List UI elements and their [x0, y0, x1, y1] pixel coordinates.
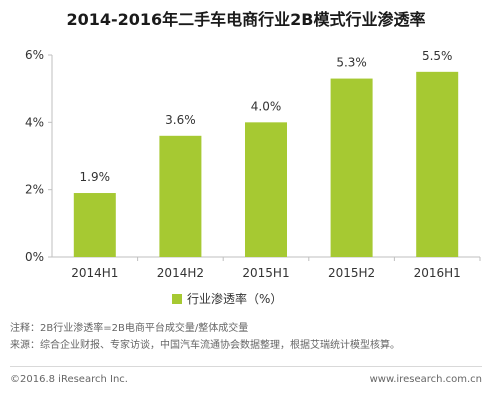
data-label: 3.6%	[165, 113, 196, 127]
y-tick-label: 6%	[25, 48, 44, 62]
y-tick-label: 4%	[25, 115, 44, 129]
data-label: 5.3%	[336, 56, 367, 70]
footer-divider	[10, 366, 482, 367]
category-labels: 2014H1 2014H2 2015H1 2015H2 2016H1	[71, 266, 461, 280]
bar	[73, 193, 116, 257]
legend-label: 行业渗透率（%）	[187, 292, 283, 306]
chart-title: 2014-2016年二手车电商行业2B模式行业渗透率	[66, 10, 426, 29]
data-label: 1.9%	[80, 170, 111, 184]
bars	[73, 71, 459, 257]
data-labels: 1.9% 3.6% 4.0% 5.3% 5.5%	[80, 49, 453, 184]
copyright-text: ©2016.8 iResearch Inc.	[10, 374, 128, 385]
category-label: 2015H2	[328, 266, 375, 280]
legend: 行业渗透率（%）	[172, 290, 282, 307]
notes: 注释：2B行业渗透率=2B电商平台成交量/整体成交量 来源：综合企业财报、专家访…	[10, 320, 400, 354]
y-tick-label: 2%	[25, 183, 44, 197]
bar	[330, 78, 373, 257]
category-label: 2016H1	[414, 266, 461, 280]
source-text: 来源：综合企业财报、专家访谈，中国汽车流通协会数据整理，根据艾瑞统计模型核算。	[10, 340, 400, 351]
category-label: 2014H1	[71, 266, 118, 280]
bar	[159, 135, 202, 257]
category-label: 2014H2	[157, 266, 204, 280]
x-axis	[52, 256, 481, 261]
bar	[416, 71, 459, 257]
data-label: 5.5%	[422, 49, 453, 63]
bar	[245, 122, 287, 257]
data-label: 4.0%	[251, 99, 282, 113]
category-label: 2015H1	[242, 266, 289, 280]
legend-swatch	[172, 293, 182, 304]
website-text: www.iresearch.com.cn	[369, 374, 482, 385]
note-text: 注释：2B行业渗透率=2B电商平台成交量/整体成交量	[10, 323, 249, 334]
y-axis: 0% 2% 4% 6%	[25, 48, 53, 264]
y-tick-label: 0%	[25, 250, 44, 264]
